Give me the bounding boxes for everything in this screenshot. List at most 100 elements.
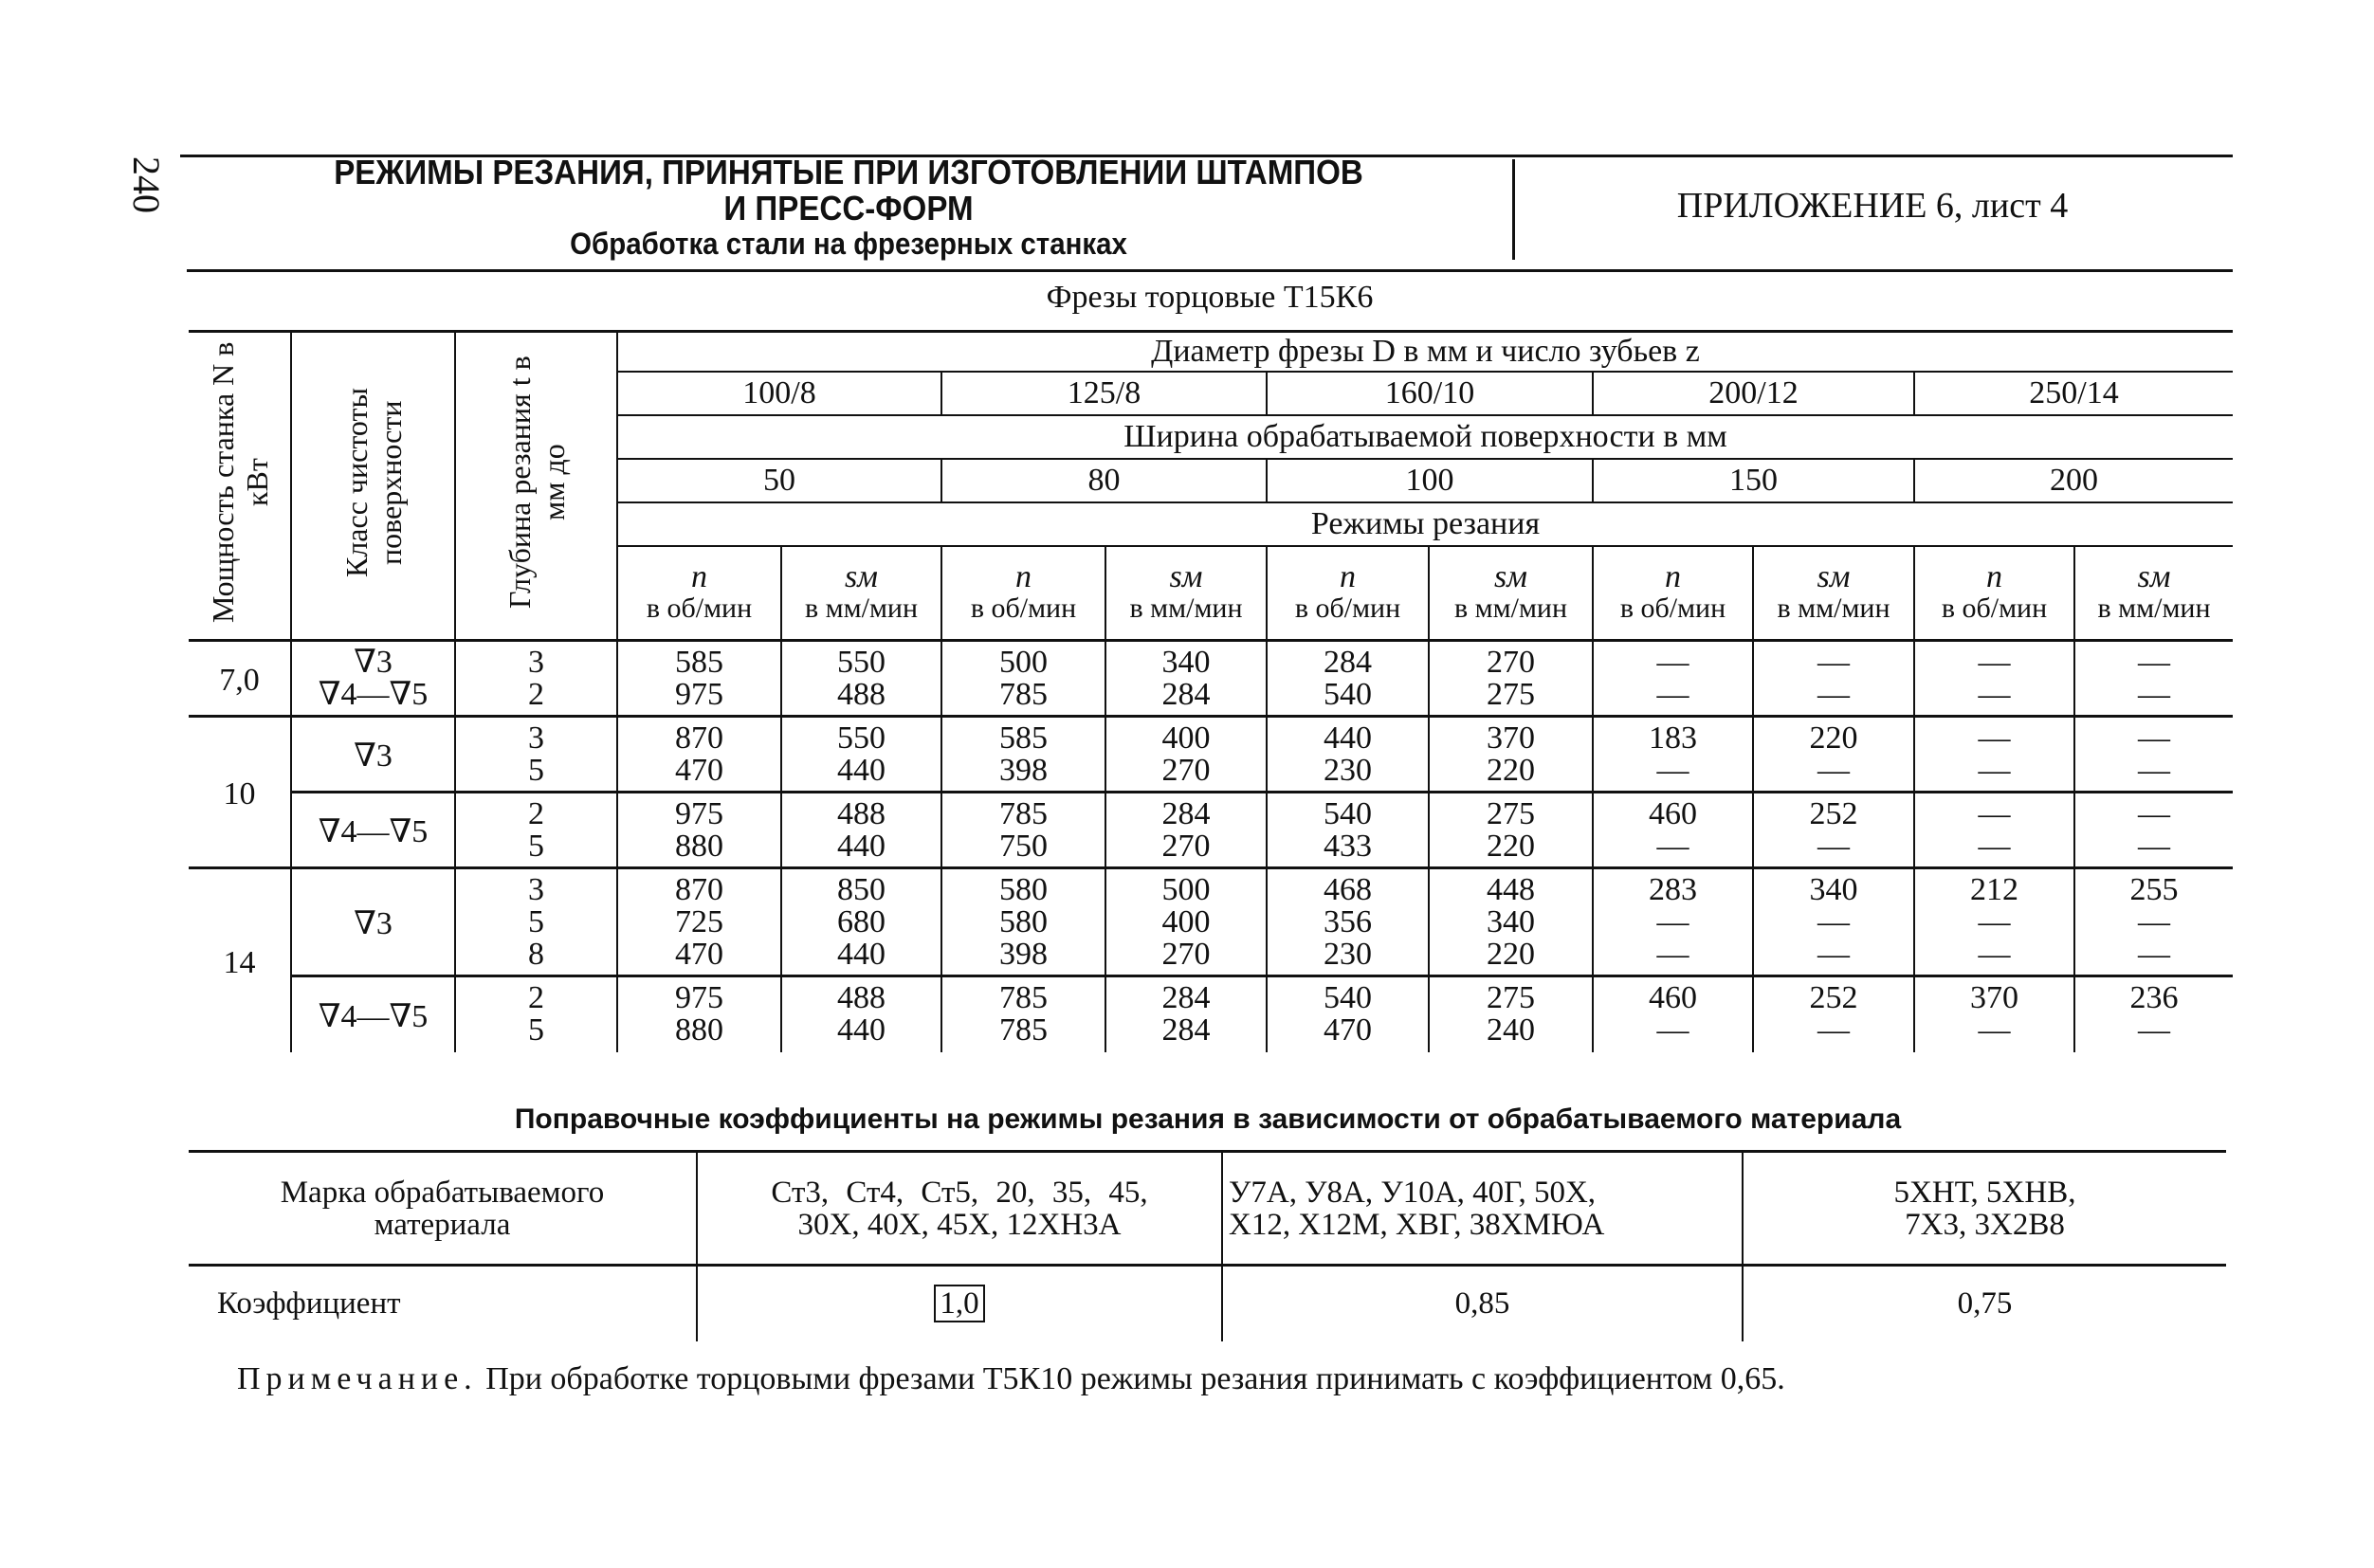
mode-value: 440 <box>837 1012 886 1048</box>
feed-cell: — — <box>2073 791 2233 868</box>
mode-value: 236 <box>2129 980 2179 1015</box>
depth-value: 8 <box>528 937 544 972</box>
power-cell: 14 <box>189 866 291 1052</box>
rpm-cell: 284 540 <box>1266 639 1429 717</box>
mode-value: — <box>1978 1012 2011 1048</box>
rpm-cell: 785 750 <box>940 791 1105 868</box>
mode-value: 585 <box>999 720 1048 756</box>
n-symbol: n <box>691 559 707 595</box>
mode-value: 880 <box>675 829 723 864</box>
mode-value: 400 <box>1161 720 1211 756</box>
mode-value: 284 <box>1324 645 1372 680</box>
s-unit: в мм/мин <box>2097 593 2211 625</box>
material-line: 30Х, 40Х, 45Х, 12ХН3А <box>797 1207 1122 1242</box>
mode-value: 284 <box>1161 1012 1211 1048</box>
diameter-cell: 100/8 <box>616 371 941 416</box>
page-header: РЕЖИМЫ РЕЗАНИЯ, ПРИНЯТЫЕ ПРИ ИЗГОТОВЛЕНИ… <box>243 155 1455 262</box>
rpm-cell: 580 580 398 <box>940 866 1105 976</box>
note-label: Примечание. <box>237 1361 478 1396</box>
power-cell: 10 <box>189 715 291 868</box>
mode-value: 500 <box>999 645 1048 680</box>
mode-value: — <box>1817 645 1850 680</box>
feed-header: sм в мм/мин <box>2073 545 2233 642</box>
feed-header: sм в мм/мин <box>780 545 941 642</box>
rpm-cell: 183— <box>1592 715 1753 793</box>
feed-cell: 340 284 <box>1105 639 1267 717</box>
feed-cell: 550 440 <box>780 715 941 793</box>
feed-cell: 488 440 <box>780 791 941 868</box>
mode-value: 580 <box>999 872 1048 907</box>
mode-value: 370 <box>1970 980 2018 1015</box>
mode-value: 270 <box>1487 645 1535 680</box>
rpm-cell: 785 785 <box>940 975 1105 1052</box>
mode-value: 270 <box>1161 829 1211 864</box>
table-row: ∇4—∇5 2 5 975 880 488 440 785 785 284 284 540 470 275… <box>189 975 2233 1052</box>
mode-value: — <box>1817 829 1850 864</box>
col-power-label: Мощность станка N в кВт <box>205 341 274 624</box>
mode-value: 550 <box>837 720 886 756</box>
feed-cell: 284 284 <box>1105 975 1267 1052</box>
mode-value: — <box>2138 753 2170 788</box>
material-line: 5ХНТ, 5ХНВ, <box>1893 1175 2076 1210</box>
rpm-cell: 540 433 <box>1266 791 1429 868</box>
mode-value: 850 <box>837 872 886 907</box>
mode-value: — <box>1817 753 1850 788</box>
rpm-cell: 975 880 <box>616 975 781 1052</box>
mode-value: — <box>1978 720 2011 756</box>
col-depth: Глубина резания t в мм до <box>454 331 617 642</box>
table-row: 7,0 ∇3 ∇4—∇5 3 2 585 975 550 488 500 785 340 284 284 5… <box>189 639 2233 717</box>
mode-value: 284 <box>1161 796 1211 831</box>
surface-class-cell: ∇3 <box>290 715 455 793</box>
depth-value: 5 <box>528 1012 544 1048</box>
coef-label: Коэффициент <box>217 1286 401 1322</box>
n-unit: в об/мин <box>1619 593 1726 625</box>
mode-value: 220 <box>1487 753 1535 788</box>
feed-cell: 236— <box>2073 975 2233 1052</box>
mode-value: — <box>1817 677 1850 712</box>
mode-value: 550 <box>837 645 886 680</box>
rpm-cell: 540 470 <box>1266 975 1429 1052</box>
rpm-cell: 370— <box>1913 975 2074 1052</box>
s-unit: в мм/мин <box>1777 593 1890 625</box>
mode-value: 255 <box>2129 872 2179 907</box>
col-class: Класс чистоты поверхности <box>290 331 455 642</box>
mode-value: 468 <box>1324 872 1372 907</box>
feed-cell: 275 240 <box>1428 975 1593 1052</box>
s-symbol: sм <box>1169 559 1203 595</box>
mode-value: 275 <box>1487 796 1535 831</box>
surface-class: ∇4—∇5 <box>318 677 429 712</box>
feed-header: sм в мм/мин <box>1105 545 1267 642</box>
s-unit: в мм/мин <box>1129 593 1243 625</box>
diameter-cell: 125/8 <box>940 371 1267 416</box>
mode-value: 870 <box>675 872 723 907</box>
mode-value: 270 <box>1161 753 1211 788</box>
rpm-cell: 870 725 470 <box>616 866 781 976</box>
depth-value: 2 <box>528 980 544 1015</box>
mode-value: — <box>1656 829 1689 864</box>
diameter-cell: 200/12 <box>1592 371 1914 416</box>
width-cell: 80 <box>940 458 1267 503</box>
diameter-cell: 250/14 <box>1913 371 2233 416</box>
mode-value: 750 <box>999 829 1048 864</box>
mode-value: 440 <box>1324 720 1372 756</box>
mode-value: 340 <box>1487 904 1535 939</box>
correction-title: Поправочные коэффициенты на режимы резан… <box>514 1103 1902 1135</box>
mode-value: 785 <box>999 1012 1048 1048</box>
n-unit: в об/мин <box>970 593 1077 625</box>
mode-value: 283 <box>1649 872 1697 907</box>
mode-value: 340 <box>1809 872 1858 907</box>
material-line: Ст3, Ст4, Ст5, 20, 35, 45, <box>771 1175 1148 1210</box>
mode-value: 488 <box>837 796 886 831</box>
depth-value: 5 <box>528 904 544 939</box>
feed-cell: 488 440 <box>780 975 941 1052</box>
note: Примечание. При обработке торцовыми фрез… <box>237 1361 1785 1397</box>
mode-value: 448 <box>1487 872 1535 907</box>
rpm-cell: 870 470 <box>616 715 781 793</box>
n-symbol: n <box>1986 559 2002 595</box>
surface-class: ∇3 <box>354 738 393 774</box>
mode-value: 398 <box>999 753 1048 788</box>
rpm-cell: 283— — <box>1592 866 1753 976</box>
